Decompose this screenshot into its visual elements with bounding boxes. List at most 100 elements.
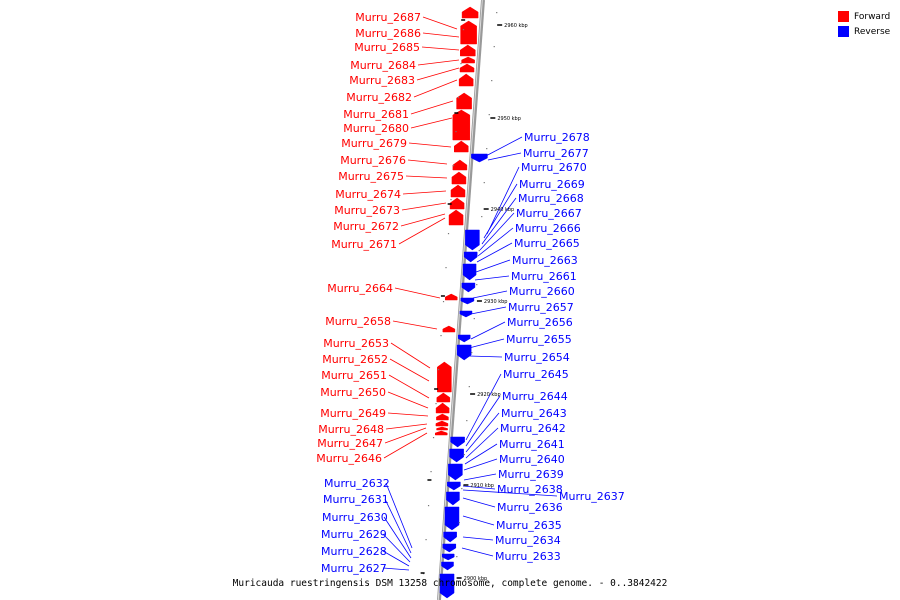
gene-block <box>461 56 475 64</box>
forward-gene-label: Murru_2684 <box>350 59 416 72</box>
gene-block <box>444 506 460 531</box>
reverse-gene-label: Murru_2627 <box>321 562 387 575</box>
forward-gene-label: Murru_2673 <box>334 204 400 217</box>
forward-gene-label: Murru_2680 <box>343 122 409 135</box>
leader-line <box>475 259 511 273</box>
reverse-gene-label: Murru_2629 <box>321 528 387 541</box>
axis-dot <box>458 522 460 524</box>
leader-line <box>390 342 431 369</box>
leader-line <box>382 567 410 571</box>
leader-line <box>464 443 498 465</box>
gene-block <box>459 310 473 318</box>
leader-line <box>465 412 500 453</box>
reverse-gene-label: Murru_2661 <box>511 270 577 283</box>
leader-line <box>479 212 515 251</box>
reverse-gene-label: Murru_2630 <box>322 511 388 524</box>
leader-line <box>408 142 452 148</box>
gene-block <box>465 229 480 251</box>
gene-block <box>452 159 468 171</box>
axis-dot <box>461 488 463 490</box>
gene-block <box>463 251 478 263</box>
leader-line <box>462 515 495 526</box>
axis-dot <box>437 369 440 371</box>
tick-label: 2920 kbp <box>477 392 501 398</box>
forward-gene-label: Murru_2651 <box>321 369 387 382</box>
reverse-gene-label: Murru_2631 <box>323 493 389 506</box>
legend-item-forward: Forward <box>838 9 890 24</box>
gene-block <box>443 531 457 543</box>
leader-line <box>476 242 513 263</box>
axis-dot <box>483 182 485 184</box>
reverse-gene-label: Murru_2666 <box>515 222 581 235</box>
axis-dot <box>488 114 490 116</box>
gene-block <box>458 73 474 87</box>
tick-label: 2910 kbp <box>470 483 494 489</box>
gene-block <box>459 63 475 73</box>
forward-gene-label: Murru_2650 <box>320 386 386 399</box>
reverse-gene-label: Murru_2663 <box>512 254 578 267</box>
leader-line <box>398 217 446 245</box>
tick-label: 2960 kbp <box>504 23 528 29</box>
gene-block <box>462 263 477 281</box>
reverse-gene-label: Murru_2665 <box>514 237 580 250</box>
forward-gene-label: Murru_2682 <box>346 91 412 104</box>
reverse-gene-label: Murru_2628 <box>321 545 387 558</box>
leader-line <box>401 202 447 211</box>
forward-gene-label: Murru_2676 <box>340 154 406 167</box>
gene-block <box>452 109 471 141</box>
forward-gene-label: Murru_2687 <box>355 11 421 24</box>
axis-dot <box>476 284 478 286</box>
forward-gene-label: Murru_2664 <box>327 282 393 295</box>
gene-block <box>435 402 450 414</box>
leader-line <box>461 547 494 557</box>
reverse-label: Reverse <box>854 26 891 37</box>
leader-line <box>462 497 496 508</box>
reverse-gene-label: Murru_2642 <box>500 422 566 435</box>
axis-dot <box>471 352 473 354</box>
axis-dot <box>425 539 427 541</box>
gene-block <box>446 491 460 506</box>
leader-line <box>470 321 506 340</box>
genome-caption: Muricauda ruestringensis DSM 13258 chrom… <box>232 578 668 589</box>
gene-block <box>457 334 471 343</box>
reverse-gene-label: Murru_2644 <box>502 390 568 403</box>
gene-block <box>449 448 464 463</box>
leader-line <box>384 498 412 554</box>
leader-line <box>407 159 448 165</box>
gene-block <box>449 197 465 210</box>
gene-block <box>460 44 476 57</box>
reverse-gene-label: Murru_2639 <box>498 468 564 481</box>
axis-dot <box>457 97 460 99</box>
leader-line <box>385 423 428 430</box>
axis-dot <box>440 335 442 337</box>
gene-block <box>442 543 457 553</box>
gene-block <box>450 184 466 198</box>
axis-dot <box>442 301 445 303</box>
reverse-gene-label: Murru_2645 <box>503 368 569 381</box>
tick-label: 2940 kbp <box>491 207 515 213</box>
leader-line <box>463 458 498 471</box>
reverse-gene-label: Murru_2669 <box>519 178 585 191</box>
gene-block <box>439 573 455 599</box>
axis-dot <box>493 46 495 48</box>
reverse-gene-label: Murru_2640 <box>499 453 565 466</box>
reverse-gene-label: Murru_2670 <box>521 161 587 174</box>
leader-line <box>400 213 446 227</box>
gene-block <box>456 92 472 110</box>
leader-line <box>483 183 518 239</box>
axis-dot <box>445 267 447 269</box>
axis-dot <box>427 505 430 507</box>
gene-block <box>448 463 463 481</box>
reverse-gene-label: Murru_2668 <box>518 192 584 205</box>
reverse-gene-label: Murru_2656 <box>507 316 573 329</box>
reverse-swatch <box>838 26 849 37</box>
axis-dot <box>432 437 435 439</box>
leader-line <box>474 275 510 281</box>
leader-line <box>382 533 411 563</box>
leader-line <box>422 32 460 38</box>
gene-block <box>461 282 476 293</box>
leader-line <box>477 227 514 257</box>
leader-line <box>465 373 502 441</box>
forward-gene-label: Murru_2647 <box>317 437 383 450</box>
